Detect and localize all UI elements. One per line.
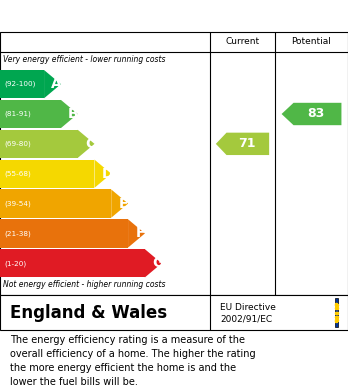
Text: G: G (152, 256, 163, 270)
Text: Energy Efficiency Rating: Energy Efficiency Rating (10, 9, 220, 23)
Polygon shape (78, 130, 95, 158)
Text: Very energy efficient - lower running costs: Very energy efficient - lower running co… (3, 55, 166, 64)
Text: Potential: Potential (292, 38, 331, 47)
Text: 71: 71 (238, 137, 255, 151)
Bar (0, 100, 61, 128)
Text: England & Wales: England & Wales (10, 303, 168, 321)
Text: F: F (136, 226, 145, 240)
Bar (0, 70, 44, 98)
Text: 2002/91/EC: 2002/91/EC (220, 314, 272, 323)
Text: The energy efficiency rating is a measure of the
overall efficiency of a home. T: The energy efficiency rating is a measur… (10, 335, 256, 387)
Bar (0, 249, 145, 278)
Bar (0, 160, 94, 188)
Polygon shape (44, 70, 61, 98)
Polygon shape (216, 133, 269, 155)
Text: (55-68): (55-68) (4, 170, 31, 177)
Polygon shape (128, 219, 145, 248)
Text: (1-20): (1-20) (4, 260, 26, 267)
Text: (39-54): (39-54) (4, 200, 31, 207)
Polygon shape (61, 100, 78, 128)
Bar (0, 130, 78, 158)
Text: D: D (101, 167, 113, 181)
Text: Current: Current (226, 38, 260, 47)
Bar (0, 189, 111, 218)
Bar (335, 298, 338, 327)
Text: C: C (85, 137, 95, 151)
Polygon shape (145, 249, 162, 278)
Text: E: E (119, 197, 129, 211)
Text: Not energy efficient - higher running costs: Not energy efficient - higher running co… (3, 280, 166, 289)
Text: B: B (68, 107, 79, 121)
Text: (69-80): (69-80) (4, 141, 31, 147)
Polygon shape (94, 160, 111, 188)
Text: (81-91): (81-91) (4, 111, 31, 117)
Text: 83: 83 (308, 108, 325, 120)
Text: EU Directive: EU Directive (220, 303, 276, 312)
Polygon shape (282, 103, 341, 125)
Text: (92-100): (92-100) (4, 81, 35, 88)
Text: (21-38): (21-38) (4, 230, 31, 237)
Polygon shape (111, 189, 128, 218)
Text: A: A (51, 77, 62, 91)
Bar (0, 219, 128, 248)
